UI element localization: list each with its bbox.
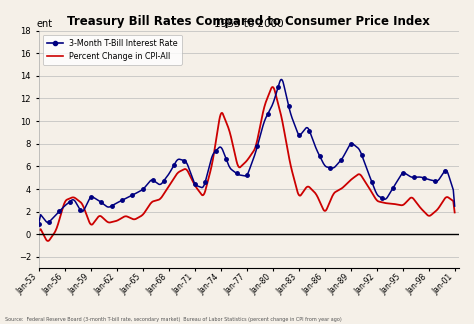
Legend: 3-Month T-Bill Interest Rate, Percent Change in CPI-All: 3-Month T-Bill Interest Rate, Percent Ch… — [43, 35, 182, 65]
Text: 1953 to 2000: 1953 to 2000 — [214, 19, 283, 29]
Title: Treasury Bill Rates Compared to Consumer Price Index: Treasury Bill Rates Compared to Consumer… — [67, 15, 430, 28]
Text: Source:  Federal Reserve Board (3-month T-bill rate, secondary market)  Bureau o: Source: Federal Reserve Board (3-month T… — [5, 318, 341, 322]
Text: ent: ent — [36, 19, 53, 29]
